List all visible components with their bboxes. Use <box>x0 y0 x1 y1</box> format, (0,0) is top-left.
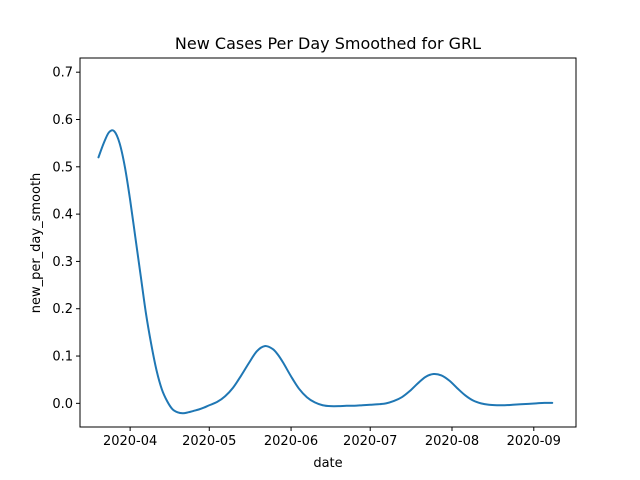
x-tick-label: 2020-09 <box>507 434 561 449</box>
y-tick-label: 0.6 <box>52 113 73 128</box>
series-line <box>97 129 554 415</box>
y-tick-label: 0.5 <box>52 160 73 175</box>
x-tick-label: 2020-07 <box>343 434 397 449</box>
series-layer <box>97 129 554 415</box>
y-axis: 0.0 0.1 0.2 0.3 0.4 0.5 0.6 0.7 <box>52 66 80 412</box>
y-tick-label: 0.4 <box>52 208 73 223</box>
y-tick-label: 0.1 <box>52 350 73 365</box>
x-tick-label: 2020-06 <box>264 434 318 449</box>
y-tick-label: 0.2 <box>52 302 73 317</box>
plot-frame <box>79 57 577 428</box>
x-tick-label: 2020-04 <box>103 434 157 449</box>
x-tick-label: 2020-08 <box>425 434 479 449</box>
y-tick-label: 0.3 <box>52 255 73 270</box>
y-tick-label: 0.7 <box>52 66 73 81</box>
x-axis: 2020-04 2020-05 2020-06 2020-07 2020-08 2020-… <box>103 427 561 449</box>
y-axis-title: new_per_day_smooth <box>29 173 44 314</box>
y-tick-label: 0.0 <box>52 397 73 412</box>
x-axis-title: date <box>313 456 342 471</box>
chart-title: New Cases Per Day Smoothed for GRL <box>175 34 481 53</box>
plot-area <box>80 58 576 427</box>
x-tick-label: 2020-05 <box>182 434 236 449</box>
